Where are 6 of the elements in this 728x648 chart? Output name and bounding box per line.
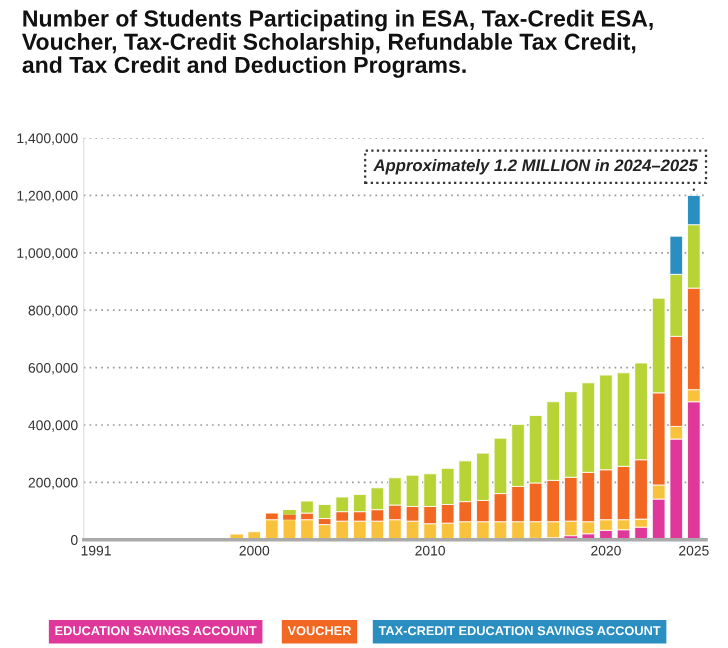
bar bbox=[283, 514, 296, 520]
bar bbox=[300, 500, 314, 514]
bar bbox=[300, 519, 314, 540]
bar bbox=[283, 509, 296, 515]
chart-title: Number of Students Participating in ESA, Tax-Credit ESA, Voucher, Tax-Credit Scholarship, Refundable Tax Credit, and Tax Credit and Deduction Programs. bbox=[22, 9, 653, 78]
annotation: Approximately 1.2 MILLION in 2024–2025 bbox=[373, 158, 698, 175]
